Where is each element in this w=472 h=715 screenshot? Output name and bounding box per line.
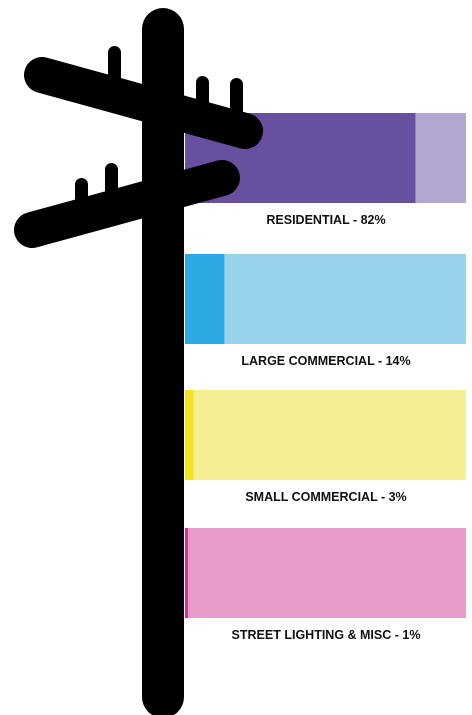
bar-track-3 [185,528,466,618]
bar-2 [185,390,194,480]
bar-track-1 [185,254,466,344]
bar-label-2: SMALL COMMERCIAL - 3% [245,490,406,504]
bar-1 [185,254,225,344]
bars-group: RESIDENTIAL - 82% LARGE COMMERCIAL - 14% S… [185,113,466,642]
bar-3 [185,528,188,618]
utility-pole-icon [14,8,263,715]
bar-track-2 [185,390,466,480]
bar-label-1: LARGE COMMERCIAL - 14% [241,354,410,368]
bar-label-0: RESIDENTIAL - 82% [266,213,385,227]
bar-label-3: STREET LIGHTING & MISC - 1% [232,628,421,642]
